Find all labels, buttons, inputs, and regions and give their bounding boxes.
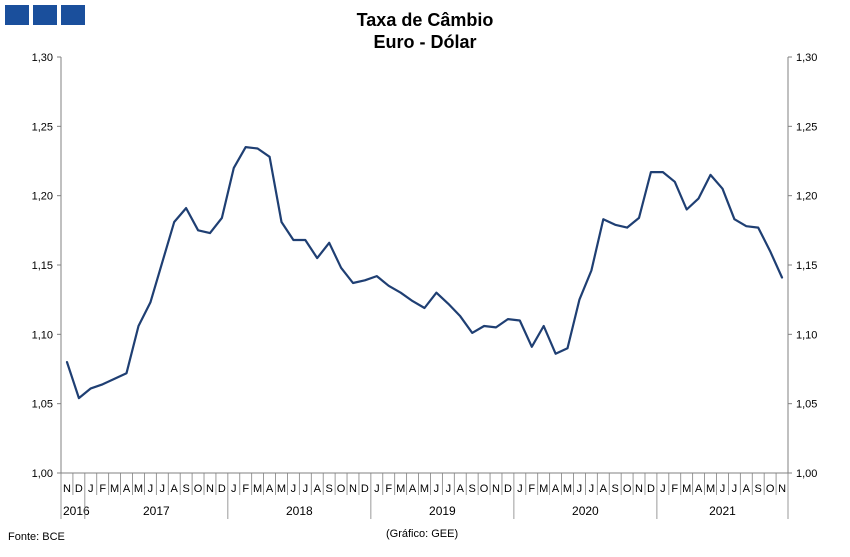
month-tick-label: M	[396, 483, 405, 495]
y-tick-label-right: 1,30	[796, 52, 817, 64]
month-tick-label: N	[778, 483, 786, 495]
month-tick-label: A	[552, 483, 560, 495]
chart-title-line1: Taxa de Câmbio	[356, 10, 494, 30]
month-tick-label: M	[420, 483, 429, 495]
month-tick-label: A	[123, 483, 131, 495]
month-tick-label: D	[75, 483, 83, 495]
month-tick-label: O	[194, 483, 203, 495]
y-tick-label-left: 1,20	[32, 191, 53, 203]
month-tick-label: J	[577, 483, 583, 495]
chart-title-line2: Euro - Dólar	[373, 32, 477, 52]
month-tick-label: M	[277, 483, 286, 495]
month-tick-label: J	[303, 483, 309, 495]
y-tick-label-right: 1,25	[796, 121, 817, 133]
month-tick-label: A	[409, 483, 417, 495]
month-tick-label: D	[361, 483, 369, 495]
month-tick-label: A	[743, 483, 751, 495]
series-line-eur-usd	[65, 146, 784, 400]
month-tick-label: J	[660, 483, 666, 495]
month-tick-label: D	[218, 483, 226, 495]
month-tick-label: S	[469, 483, 476, 495]
month-tick-label: M	[563, 483, 572, 495]
y-tick-label-right: 1,20	[796, 191, 817, 203]
y-tick-label-right: 1,00	[796, 468, 817, 480]
month-tick-label: F	[528, 483, 535, 495]
month-tick-label: M	[539, 483, 548, 495]
source-note: Fonte: BCE	[8, 531, 65, 543]
month-tick-label: M	[253, 483, 262, 495]
y-tick-label-left: 1,15	[32, 260, 53, 272]
month-tick-label: J	[148, 483, 154, 495]
month-tick-label: J	[291, 483, 297, 495]
month-tick-label: F	[385, 483, 392, 495]
month-tick-label: J	[720, 483, 726, 495]
month-tick-label: J	[732, 483, 738, 495]
month-tick-label: J	[434, 483, 440, 495]
month-tick-label: O	[623, 483, 632, 495]
y-tick-label-right: 1,05	[796, 399, 817, 411]
month-tick-label: N	[63, 483, 71, 495]
month-tick-label: S	[182, 483, 189, 495]
y-tick-label-left: 1,10	[32, 329, 53, 341]
month-tick-label: J	[446, 483, 452, 495]
chart-title: Taxa de Câmbio Euro - Dólar	[0, 9, 850, 53]
month-tick-label: D	[647, 483, 655, 495]
month-tick-label: D	[504, 483, 512, 495]
month-tick-label: J	[160, 483, 166, 495]
logo-block-2	[33, 5, 57, 25]
year-label: 2021	[709, 504, 736, 518]
month-tick-label: O	[337, 483, 346, 495]
month-tick-label: M	[110, 483, 119, 495]
month-tick-label: N	[492, 483, 500, 495]
month-tick-label: F	[242, 483, 249, 495]
month-tick-label: J	[88, 483, 94, 495]
month-tick-label: J	[589, 483, 595, 495]
year-label: 2017	[143, 504, 170, 518]
month-tick-label: S	[612, 483, 619, 495]
y-tick-label-left: 1,25	[32, 121, 53, 133]
month-tick-label: F	[99, 483, 106, 495]
y-tick-label-left: 1,05	[32, 399, 53, 411]
y-tick-label-right: 1,15	[796, 260, 817, 272]
logo	[5, 5, 85, 25]
logo-block-3	[61, 5, 85, 25]
chart-credit: (Gráfico: GEE)	[386, 528, 459, 540]
year-label: 2020	[572, 504, 599, 518]
y-tick-label-right: 1,10	[796, 329, 817, 341]
month-tick-label: J	[231, 483, 237, 495]
month-tick-label: A	[314, 483, 322, 495]
year-label: 2016	[63, 504, 90, 518]
month-tick-label: F	[671, 483, 678, 495]
logo-block-1	[5, 5, 29, 25]
month-tick-label: O	[766, 483, 775, 495]
month-tick-label: M	[706, 483, 715, 495]
month-tick-label: A	[457, 483, 465, 495]
month-tick-label: A	[600, 483, 608, 495]
month-tick-label: N	[635, 483, 643, 495]
month-tick-label: S	[325, 483, 332, 495]
month-tick-label: O	[480, 483, 489, 495]
month-tick-label: M	[134, 483, 143, 495]
year-label: 2018	[286, 504, 313, 518]
month-tick-label: M	[682, 483, 691, 495]
month-tick-label: N	[349, 483, 357, 495]
month-tick-label: J	[517, 483, 523, 495]
month-tick-label: J	[374, 483, 380, 495]
y-tick-label-left: 1,30	[32, 52, 53, 64]
y-tick-label-left: 1,00	[32, 468, 53, 480]
month-tick-label: S	[755, 483, 762, 495]
month-tick-label: A	[695, 483, 703, 495]
month-tick-label: N	[206, 483, 214, 495]
month-tick-label: A	[171, 483, 179, 495]
month-tick-label: A	[266, 483, 274, 495]
year-label: 2019	[429, 504, 456, 518]
